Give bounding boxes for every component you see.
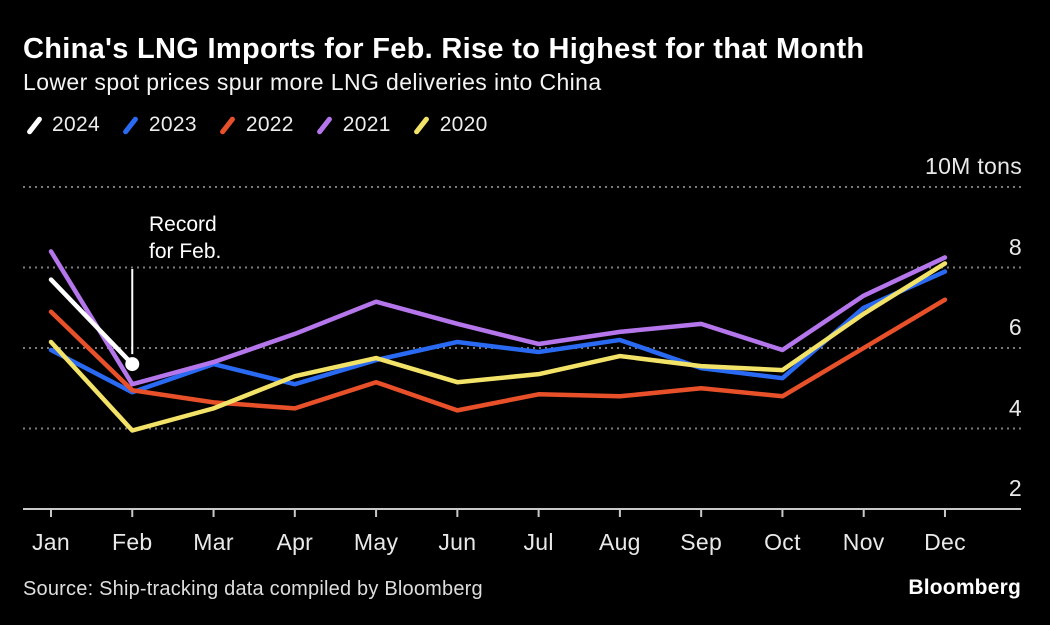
x-tick-label: May bbox=[353, 529, 399, 555]
legend-item-2021: 2021 bbox=[314, 112, 391, 138]
x-tick-label: Jul bbox=[523, 529, 554, 555]
x-tick-label: Jan bbox=[32, 529, 70, 555]
y-tick-label: 10M tons bbox=[924, 153, 1022, 179]
y-tick-label: 8 bbox=[1008, 233, 1022, 260]
series-color-swatch bbox=[316, 115, 334, 135]
bloomberg-logo: Bloomberg bbox=[908, 576, 1021, 599]
legend-label: 2021 bbox=[342, 113, 391, 136]
x-tick-label: Jun bbox=[438, 529, 477, 555]
legend-item-2023: 2023 bbox=[120, 112, 197, 138]
x-tick-label: Dec bbox=[924, 529, 966, 555]
legend-slash-icon bbox=[314, 112, 336, 138]
series-line-2024 bbox=[48, 277, 135, 367]
legend-label: 2022 bbox=[245, 113, 294, 136]
series-line-2020 bbox=[48, 261, 948, 433]
x-tick-label: Nov bbox=[842, 529, 885, 555]
legend-slash-icon bbox=[411, 112, 433, 138]
source-note: Source: Ship-tracking data compiled by B… bbox=[23, 578, 483, 600]
x-tick-label: Aug bbox=[598, 529, 641, 555]
legend-slash-icon bbox=[217, 112, 239, 138]
record-annotation-line2: for Feb. bbox=[149, 240, 222, 263]
legend-label: 2024 bbox=[52, 113, 100, 136]
x-tick-label: Apr bbox=[276, 529, 314, 555]
x-tick-label: Sep bbox=[680, 529, 723, 555]
series-color-swatch bbox=[25, 115, 43, 135]
chart-title: China's LNG Imports for Feb. Rise to Hig… bbox=[23, 33, 865, 65]
legend-item-2022: 2022 bbox=[217, 112, 294, 138]
legend-label: 2023 bbox=[148, 113, 197, 136]
series-line-2021 bbox=[48, 249, 948, 387]
legend-item-2020: 2020 bbox=[411, 112, 488, 138]
series-line-2022 bbox=[48, 297, 948, 413]
legend: 2024 2023 2022 2021 2020 bbox=[23, 112, 488, 138]
legend-slash-icon bbox=[23, 112, 45, 138]
series-color-swatch bbox=[413, 115, 431, 135]
series-line-2023 bbox=[48, 269, 948, 395]
y-tick-label: 4 bbox=[1008, 394, 1022, 421]
legend-label: 2020 bbox=[439, 113, 488, 136]
x-tick-label: Feb bbox=[111, 529, 153, 555]
legend-item-2024: 2024 bbox=[23, 112, 100, 138]
record-marker bbox=[125, 357, 140, 372]
series-color-swatch bbox=[122, 115, 140, 135]
y-tick-label: 2 bbox=[1008, 475, 1022, 501]
series-color-swatch bbox=[219, 115, 237, 135]
y-tick-label: 6 bbox=[1008, 314, 1022, 340]
chart-subtitle: Lower spot prices spur more LNG deliveri… bbox=[23, 69, 602, 95]
legend-slash-icon bbox=[120, 112, 142, 138]
x-tick-label: Oct bbox=[764, 529, 801, 555]
record-annotation-line1: Record bbox=[149, 213, 217, 236]
x-tick-label: Mar bbox=[193, 529, 234, 555]
record-annotation: Record for Feb. bbox=[149, 211, 221, 265]
